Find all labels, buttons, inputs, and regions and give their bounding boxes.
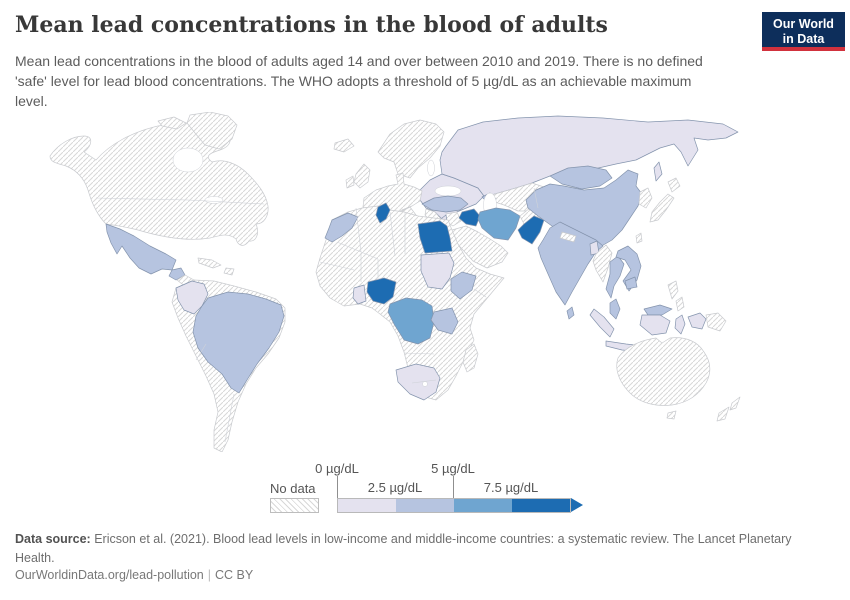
page-title: Mean lead concentrations in the blood of… xyxy=(15,12,608,38)
country-india[interactable] xyxy=(537,221,604,306)
owid-logo-line1: Our World xyxy=(773,17,834,31)
chart-subtitle: Mean lead concentrations in the blood of… xyxy=(15,53,703,109)
legend-tick-line-5 xyxy=(453,476,454,498)
country-japan[interactable] xyxy=(649,193,675,223)
country-australia[interactable] xyxy=(616,337,711,406)
country-philippines-south[interactable] xyxy=(675,296,685,312)
legend-tick-7-5: 7.5 µg/dL xyxy=(483,480,539,495)
country-nepal[interactable] xyxy=(559,231,577,243)
legend-bin-5-7-5[interactable] xyxy=(454,499,512,512)
country-hispaniola[interactable] xyxy=(223,267,235,276)
country-philippines[interactable] xyxy=(667,280,679,300)
country-ethiopia[interactable] xyxy=(450,271,477,300)
country-scandinavia[interactable] xyxy=(377,119,445,179)
legend-tick-2-5: 2.5 µg/dL xyxy=(367,480,423,495)
owid-logo[interactable]: Our World in Data xyxy=(762,12,845,51)
country-pakistan[interactable] xyxy=(517,215,545,245)
country-borders xyxy=(95,187,539,443)
country-arctic-island[interactable] xyxy=(157,116,187,130)
footer-link-line: OurWorldinData.org/lead-pollution | CC BY xyxy=(15,568,253,582)
legend-tick-0: 0 µg/dL xyxy=(315,461,359,476)
country-taiwan[interactable] xyxy=(635,232,643,244)
country-japan-hokkaido[interactable] xyxy=(667,177,681,193)
country-iraq[interactable] xyxy=(458,208,481,227)
footer-separator: | xyxy=(207,568,212,582)
country-sri-lanka[interactable] xyxy=(566,306,575,320)
country-dr-congo[interactable] xyxy=(387,297,435,345)
legend-bin-2-5-5[interactable] xyxy=(396,499,454,512)
country-sudan[interactable] xyxy=(420,252,455,290)
country-indonesia-sulawesi[interactable] xyxy=(674,314,686,335)
legend-tick-line-0 xyxy=(337,476,338,498)
country-morocco[interactable] xyxy=(324,212,359,243)
data-source-note: Data source: Ericson et al. (2021). Bloo… xyxy=(15,530,827,568)
country-korea[interactable] xyxy=(638,187,653,209)
country-myanmar[interactable] xyxy=(592,244,613,283)
baltic-sea xyxy=(427,159,435,177)
country-north-america[interactable] xyxy=(49,122,269,246)
country-west-new-guinea[interactable] xyxy=(687,312,707,330)
country-ireland[interactable] xyxy=(345,175,355,189)
country-brazil[interactable] xyxy=(192,291,285,394)
data-source-label: Data source: xyxy=(15,532,91,546)
legend-color-bar xyxy=(337,498,571,513)
country-malaysia-borneo[interactable] xyxy=(643,304,673,316)
country-russia-sakhalin[interactable] xyxy=(653,161,663,182)
country-ghana[interactable] xyxy=(352,284,367,305)
country-egypt[interactable] xyxy=(417,220,453,254)
country-uk[interactable] xyxy=(353,163,371,189)
country-indonesia-sumatra[interactable] xyxy=(589,308,615,338)
hudson-bay xyxy=(172,147,204,173)
country-cuba[interactable] xyxy=(197,257,222,269)
world-map xyxy=(49,111,741,453)
country-iceland[interactable] xyxy=(333,138,355,153)
country-nigeria[interactable] xyxy=(366,277,397,305)
country-cambodia[interactable] xyxy=(624,276,638,290)
legend-tick-5: 5 µg/dL xyxy=(431,461,475,476)
country-iran[interactable] xyxy=(477,207,521,241)
country-new-zealand-south[interactable] xyxy=(716,406,730,422)
country-indonesia-kalimantan[interactable] xyxy=(639,314,671,336)
country-turkey[interactable] xyxy=(421,195,469,213)
country-madagascar[interactable] xyxy=(462,343,479,373)
owid-url[interactable]: OurWorldinData.org/lead-pollution xyxy=(15,568,204,582)
data-source-text: Ericson et al. (2021). Blood lead levels… xyxy=(15,532,792,565)
owid-logo-line2: in Data xyxy=(782,31,825,46)
country-new-zealand-north[interactable] xyxy=(729,396,741,411)
country-arabia[interactable] xyxy=(451,225,509,269)
legend-no-data-label: No data xyxy=(270,481,316,496)
country-greenland[interactable] xyxy=(186,111,238,150)
legend-bin-0-2-5[interactable] xyxy=(338,499,396,512)
legend-arrow xyxy=(571,498,583,512)
country-mexico[interactable] xyxy=(105,223,177,275)
country-papua-new-guinea[interactable] xyxy=(705,312,727,332)
legend-bin-7-5-plus[interactable] xyxy=(512,499,570,512)
country-russia[interactable] xyxy=(439,115,739,197)
country-australia-tasmania[interactable] xyxy=(666,410,677,420)
world-map-container xyxy=(38,111,813,453)
black-sea xyxy=(434,185,462,197)
lesotho-cutout xyxy=(422,381,428,387)
country-tanzania[interactable] xyxy=(430,307,459,335)
license-label[interactable]: CC BY xyxy=(215,568,254,582)
country-malaysia-peninsula[interactable] xyxy=(609,298,621,320)
country-mongolia[interactable] xyxy=(549,165,613,190)
great-lakes xyxy=(204,196,224,204)
legend-no-data-swatch[interactable] xyxy=(270,498,319,513)
country-tunisia[interactable] xyxy=(375,202,391,224)
